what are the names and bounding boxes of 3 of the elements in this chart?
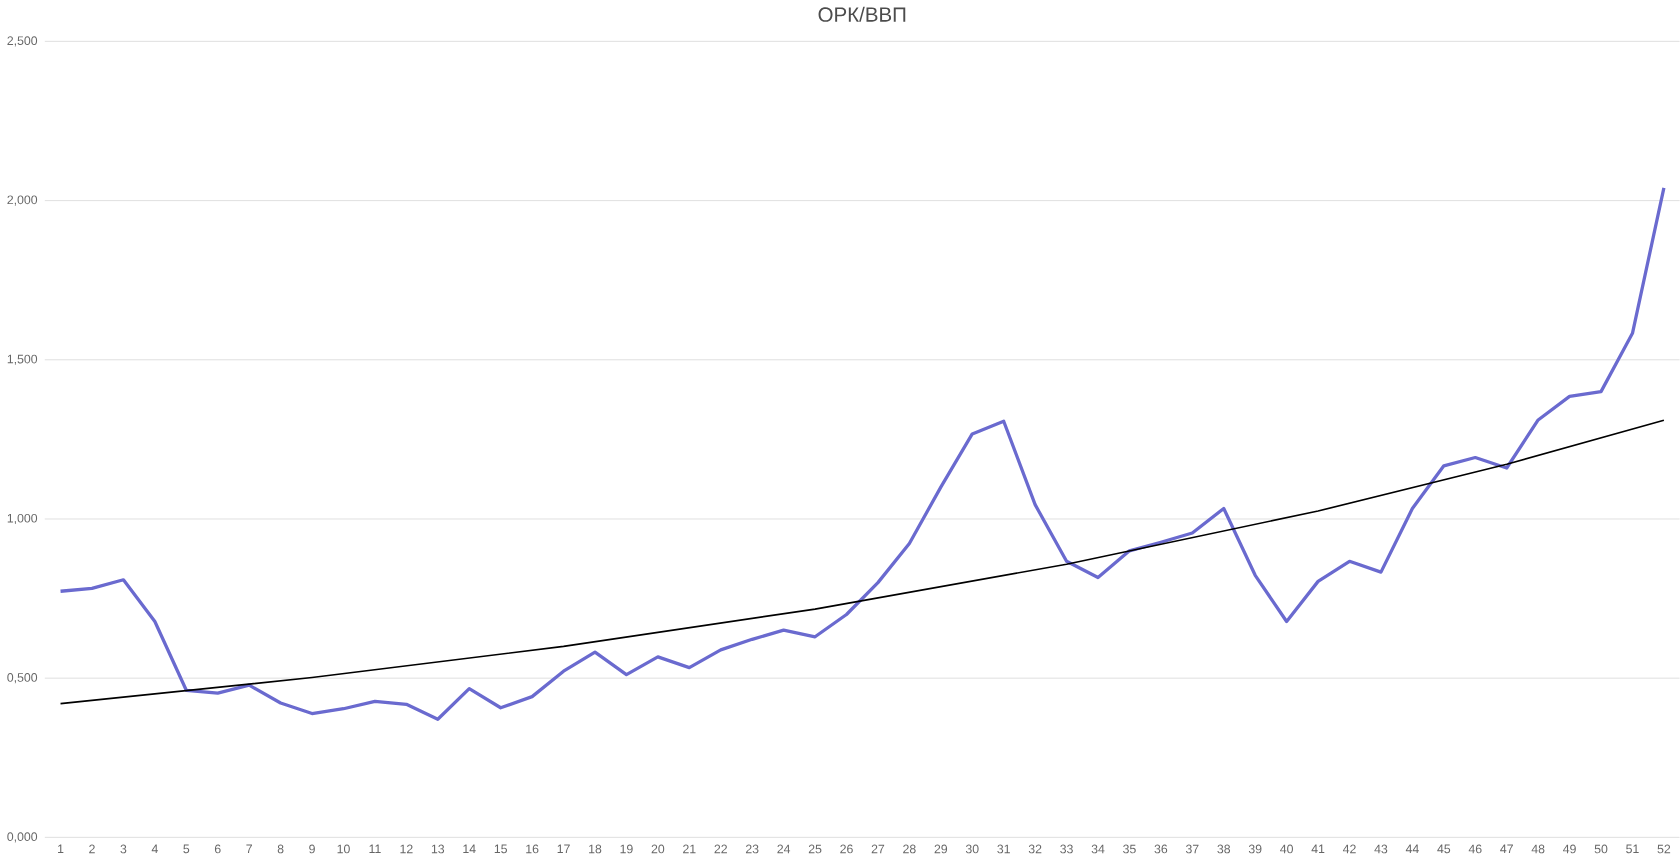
chart-title: ОРК/ВВП bbox=[818, 6, 906, 22]
line-series bbox=[59, 419, 1665, 705]
line-series bbox=[58, 186, 1666, 721]
